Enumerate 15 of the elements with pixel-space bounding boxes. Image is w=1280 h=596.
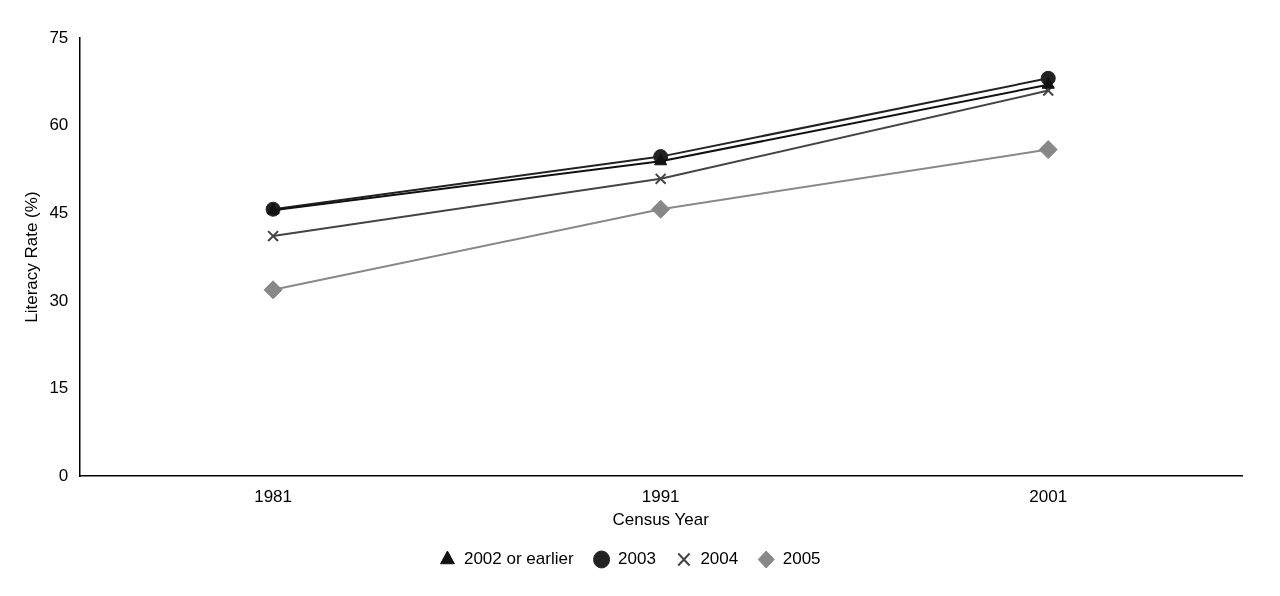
y-tick-label: 45 — [49, 202, 69, 222]
legend-label: 2004 — [700, 549, 739, 569]
y-axis-title: Literacy Rate (%) — [21, 191, 41, 323]
legend-label: 2005 — [782, 549, 821, 569]
y-tick-label: 0 — [58, 465, 69, 485]
y-tick-label: 30 — [49, 290, 69, 310]
y-tick-label: 75 — [49, 27, 69, 47]
y-tick-label: 15 — [49, 378, 69, 398]
y-tick-label: 60 — [49, 115, 69, 135]
x-axis-title: Census Year — [612, 510, 710, 530]
legend-label: 2003 — [618, 549, 656, 569]
x-tick-label: 1991 — [641, 487, 680, 507]
x-tick-label: 1981 — [254, 487, 293, 507]
legend-label: 2002 or earlier — [463, 549, 574, 569]
x-tick-label: 2001 — [1029, 487, 1068, 507]
